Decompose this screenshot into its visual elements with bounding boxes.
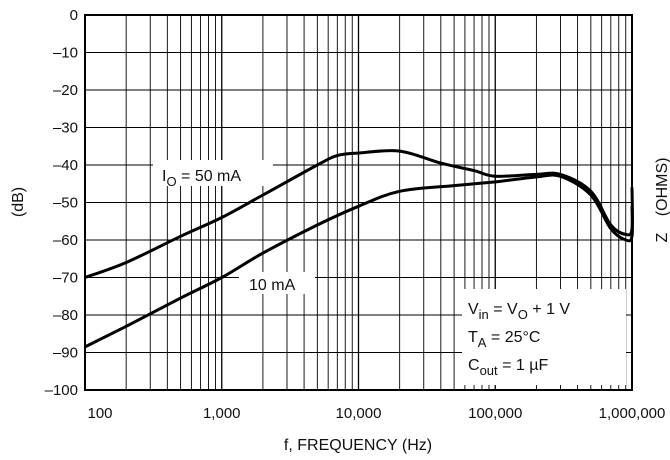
x-tick-label: 100 bbox=[87, 405, 112, 422]
ta-condition: TA = 25°C bbox=[468, 329, 540, 350]
tick-labels: 0 –10 –20 –30 –40 –50 –60 –70 –80 –90 –100 100 1,000… bbox=[45, 7, 666, 422]
series-group bbox=[84, 149, 634, 349]
y-tick-label: 0 bbox=[70, 7, 78, 24]
y-axis-label: (dB) bbox=[10, 187, 27, 217]
x-axis-label: f, FREQUENCY (Hz) bbox=[284, 437, 432, 454]
y-tick-label: –40 bbox=[53, 157, 78, 174]
y-tick-label: –20 bbox=[53, 82, 78, 99]
y-tick-label: –100 bbox=[45, 382, 78, 399]
svg-text:IO = 50 mA: IO = 50 mA bbox=[162, 168, 241, 189]
x-tick-label: 1,000,000 bbox=[599, 405, 666, 422]
io-50ma-annotation: IO = 50 mA bbox=[153, 160, 273, 189]
y-tick-label: –70 bbox=[53, 270, 78, 287]
y-tick-label: –80 bbox=[53, 307, 78, 324]
y-tick-label: –90 bbox=[53, 345, 78, 362]
y-tick-label: –30 bbox=[53, 120, 78, 137]
x-tick-label: 1,000 bbox=[203, 405, 241, 422]
plot-frame bbox=[84, 14, 633, 391]
y-tick-label: –50 bbox=[53, 195, 78, 212]
vin-condition: Vin = VO + 1 V bbox=[468, 301, 570, 322]
series-line-1 bbox=[84, 173, 634, 349]
y-tick-label: –10 bbox=[53, 45, 78, 62]
x-tick-label: 100,000 bbox=[468, 405, 522, 422]
conditions-box: Vin = VO + 1 V TA = 25°C Cout = 1 µF bbox=[462, 289, 626, 385]
x-tick-label: 10,000 bbox=[336, 405, 382, 422]
y-tick-label: –60 bbox=[53, 232, 78, 249]
svg-text:10 mA: 10 mA bbox=[249, 277, 296, 294]
cout-condition: Cout = 1 µF bbox=[468, 357, 548, 378]
series-line-0 bbox=[84, 149, 634, 279]
right-axis-label: Z (OHMS) bbox=[654, 158, 670, 243]
10ma-annotation: 10 mA bbox=[239, 272, 315, 294]
